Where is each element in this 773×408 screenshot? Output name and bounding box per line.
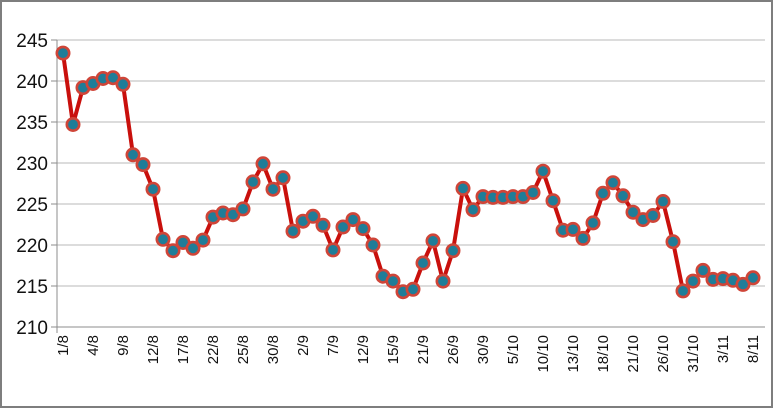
x-tick-label: 12/8 [145,335,162,364]
x-tick-label: 30/8 [265,335,282,364]
x-tick-label: 7/9 [325,335,342,356]
data-point-marker [195,232,211,248]
x-tick-label: 18/10 [595,335,612,373]
data-point-marker [55,45,71,61]
data-point-marker [185,240,201,256]
data-point-marker [435,273,451,289]
data-point-marker [615,188,631,204]
data-point-marker [245,174,261,190]
x-tick-label: 15/9 [385,335,402,364]
data-point-marker [355,221,371,237]
x-tick-label: 31/10 [685,335,702,373]
y-tick-label: 245 [16,31,48,52]
data-point-marker [445,243,461,259]
price-series-line [61,51,755,294]
x-tick-label: 25/8 [235,335,252,364]
data-point-marker [165,243,181,259]
y-tick-label: 230 [16,154,48,175]
data-point-marker [65,117,81,133]
x-tick-label: 13/10 [565,335,582,373]
x-tick-label: 4/8 [85,335,102,356]
data-point-marker [135,157,151,173]
data-point-marker [595,185,611,201]
data-point-marker [115,76,131,92]
y-tick-label: 210 [16,318,48,339]
data-point-marker [565,221,581,237]
y-tick-label: 220 [16,236,48,257]
x-tick-label: 17/8 [175,335,192,364]
y-tick-label: 225 [16,195,48,216]
data-point-marker [525,185,541,201]
data-point-marker [345,212,361,228]
x-tick-label: 1/8 [55,335,72,356]
x-tick-label: 22/8 [205,335,222,364]
x-tick-label: 12/9 [355,335,372,364]
data-point-marker [455,180,471,196]
data-point-marker [465,202,481,218]
data-point-marker [405,281,421,297]
data-point-marker [605,175,621,191]
data-point-marker [625,204,641,220]
data-point-marker [695,262,711,278]
data-point-marker [415,255,431,271]
x-tick-label: 2/9 [295,335,312,356]
data-point-marker [275,170,291,186]
y-tick-label: 235 [16,113,48,134]
data-point-marker [385,273,401,289]
data-point-marker [535,163,551,179]
y-tick-label: 240 [16,72,48,93]
data-point-marker [575,230,591,246]
x-tick-label: 30/9 [475,335,492,364]
x-tick-label: 3/11 [715,335,732,363]
data-point-marker [285,223,301,239]
data-point-marker [145,181,161,197]
x-tick-label: 10/10 [535,335,552,373]
data-point-marker [745,270,761,286]
data-point-marker [265,181,281,197]
y-tick-label: 215 [16,277,48,298]
x-tick-label: 21/9 [415,335,432,364]
data-point-marker [235,201,251,217]
data-point-marker [305,208,321,224]
x-tick-label: 26/10 [655,335,672,373]
x-tick-label: 21/10 [625,335,642,373]
x-tick-label: 8/11 [745,335,762,363]
data-point-marker [655,194,671,210]
data-point-marker [425,233,441,249]
data-point-marker [255,156,271,172]
data-point-marker [335,219,351,235]
data-point-marker [585,215,601,231]
data-point-marker [325,242,341,258]
data-point-marker [125,147,141,163]
data-point-marker [735,276,751,292]
x-tick-label: 26/9 [445,335,462,364]
data-point-marker [105,70,121,86]
x-tick-label: 5/10 [505,335,522,364]
data-point-marker [315,217,331,233]
data-point-marker [685,273,701,289]
data-point-marker [645,208,661,224]
data-point-marker [155,231,171,247]
data-point-marker [365,237,381,253]
data-point-marker [545,193,561,209]
x-tick-label: 9/8 [115,335,132,356]
data-point-marker [665,234,681,250]
data-point-marker [675,283,691,299]
